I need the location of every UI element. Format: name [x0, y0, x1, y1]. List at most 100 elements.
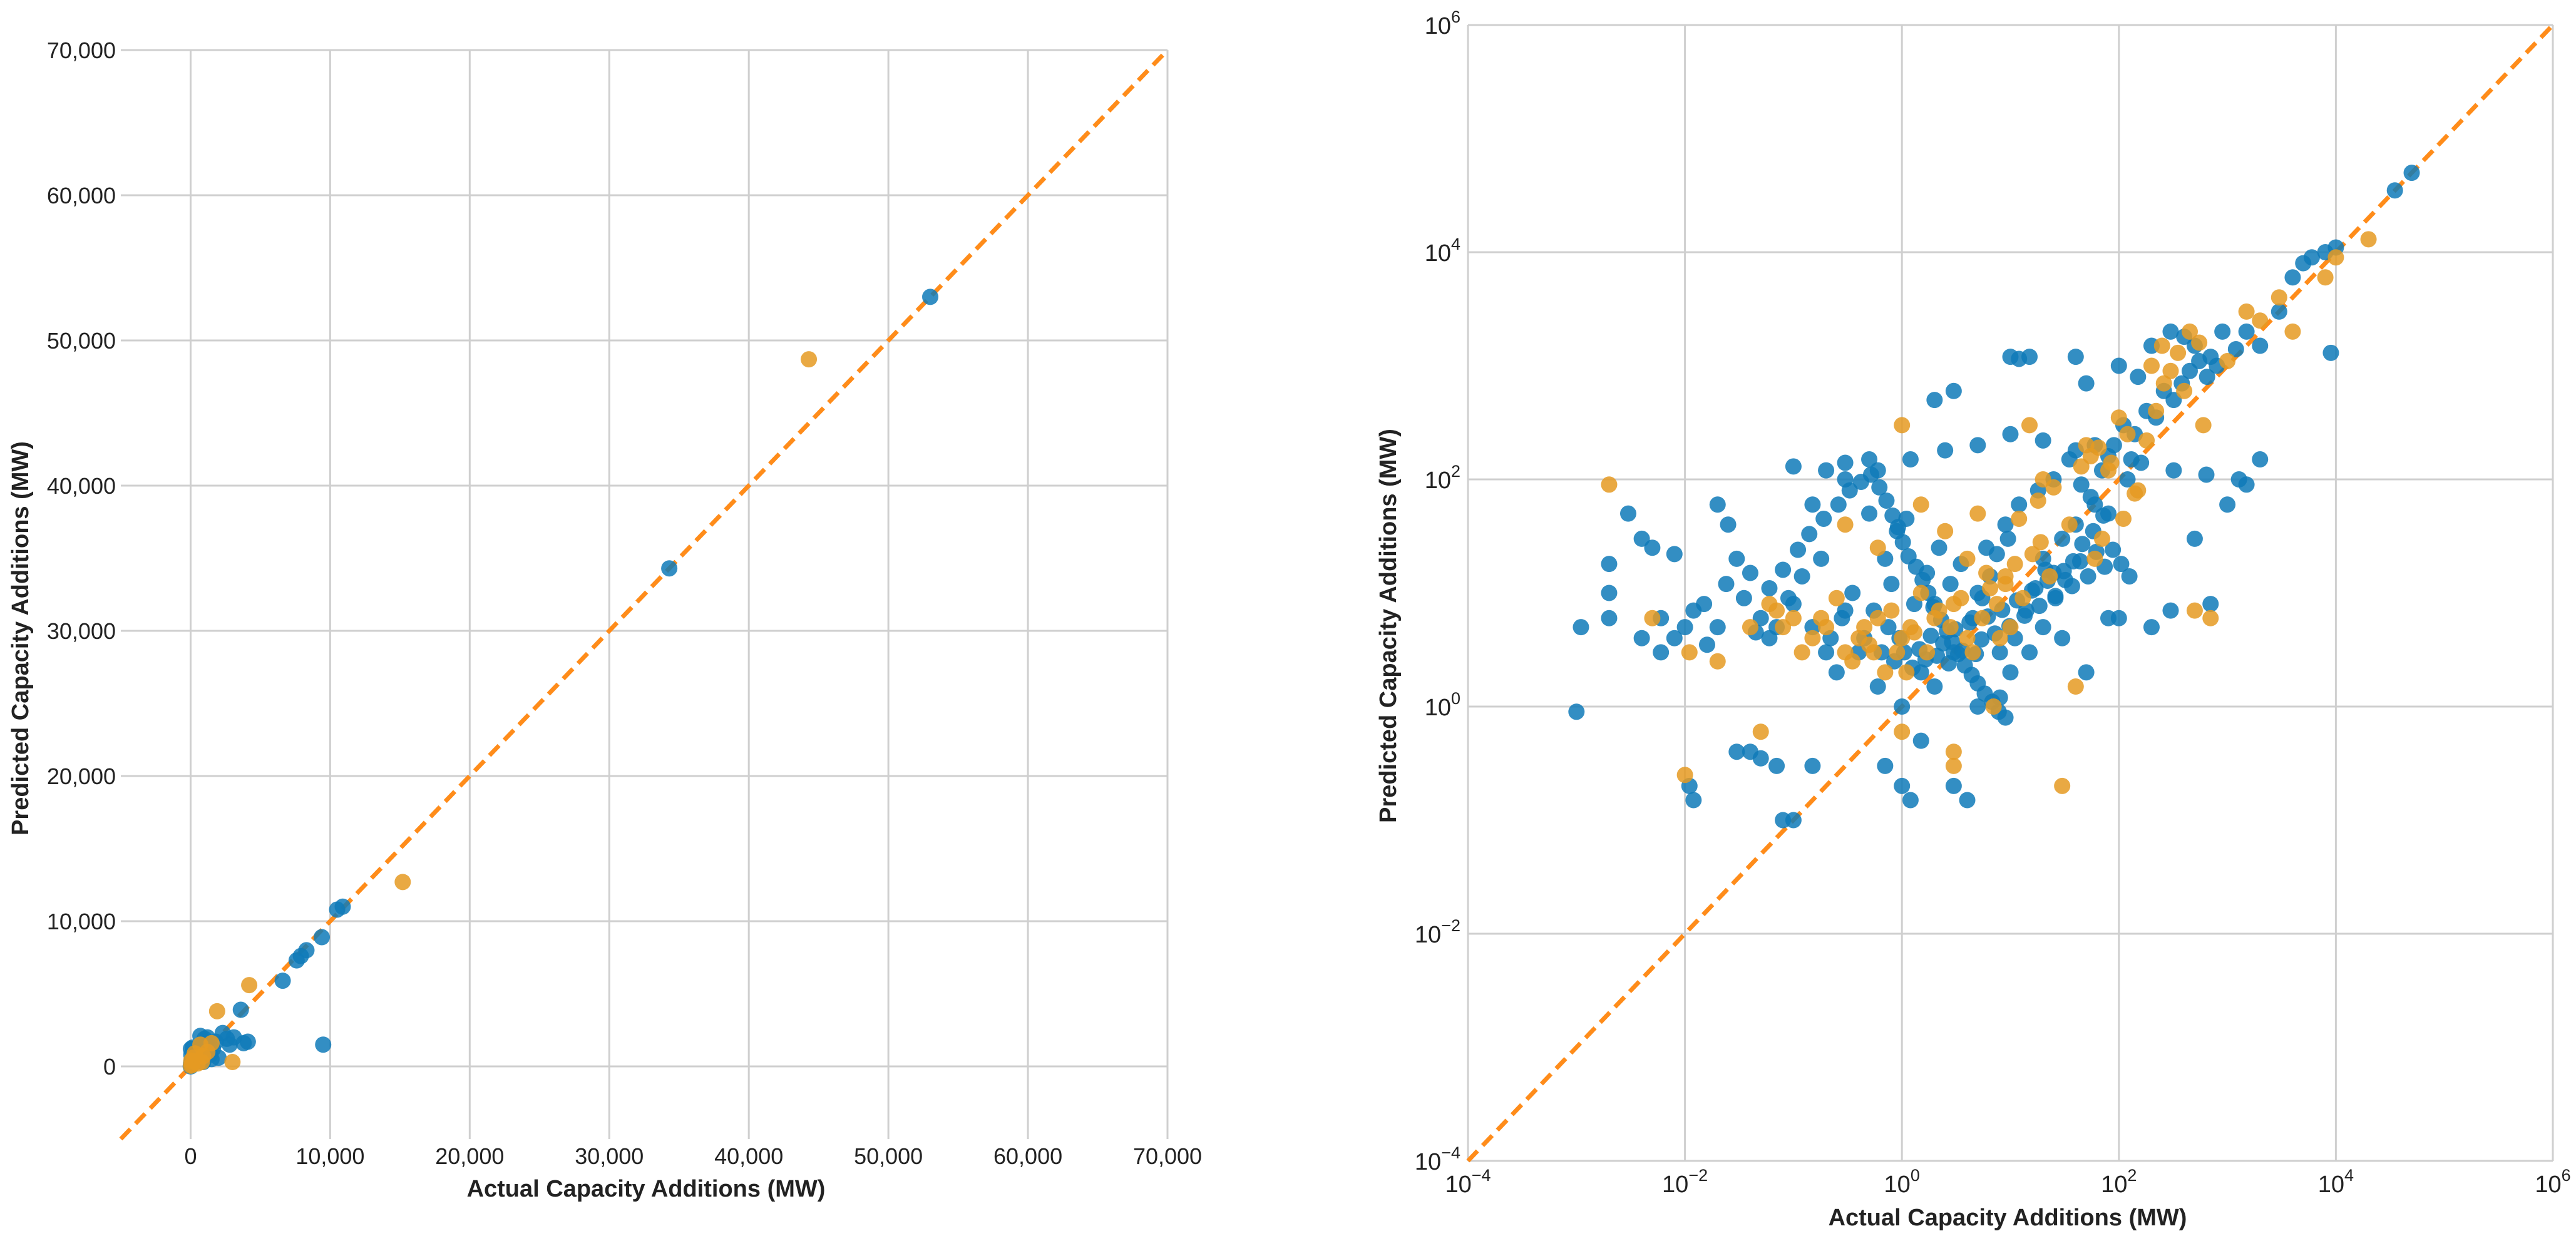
train-point [2016, 607, 2033, 624]
train-point [2214, 323, 2231, 340]
test-point [1894, 723, 1911, 740]
test-point [1988, 596, 2005, 613]
train-point [2054, 630, 2071, 646]
linear-scatter-chart: 0 10,000 20,000 30,000 40,000 50,000 60,000 70,… [8, 38, 1202, 1202]
linear-chart-points [182, 289, 939, 1075]
y-tick-label: 70,000 [47, 38, 116, 63]
test-point [1813, 610, 1830, 626]
y-tick-label: 10−2 [1415, 916, 1460, 948]
y-tick-label: 100 [1425, 689, 1460, 721]
train-point [2072, 553, 2089, 569]
test-point [1978, 564, 1995, 581]
train-point [1931, 539, 1947, 556]
train-point [2021, 644, 2038, 661]
train-point [2199, 369, 2215, 386]
test-point [2006, 556, 2023, 573]
train-point [1997, 516, 2014, 533]
y-tick-label: 104 [1425, 235, 1460, 267]
train-point [1666, 546, 1683, 563]
train-point [2095, 507, 2112, 524]
train-point [2100, 610, 2117, 626]
test-point [2327, 249, 2344, 266]
train-point [1878, 492, 1895, 509]
test-point [1912, 496, 1929, 513]
test-point [1752, 723, 1769, 740]
test-point [1828, 590, 1845, 606]
test-point [1883, 602, 1900, 619]
x-tick-label: 20,000 [435, 1143, 504, 1169]
y-tick-label: 40,000 [47, 473, 116, 499]
train-point [1961, 614, 1978, 631]
train-point [1676, 619, 1693, 636]
train-point [288, 952, 305, 969]
train-point [922, 289, 939, 305]
test-point [2067, 678, 2084, 695]
x-tick-label: 106 [2535, 1166, 2570, 1198]
x-tick-label: 0 [184, 1143, 197, 1169]
log-chart-reference-line [1466, 23, 2555, 1163]
test-point [1676, 767, 1693, 784]
test-point [2029, 492, 2046, 509]
train-point [1894, 534, 1911, 551]
train-point [2386, 182, 2403, 199]
linear-chart-y-axis-label: Predicted Capacity Additions (MW) [8, 441, 34, 835]
train-point [2202, 596, 2219, 613]
train-point [1709, 619, 1726, 636]
log-chart-points [1568, 165, 2420, 829]
train-point [1883, 576, 1900, 593]
train-point [1969, 698, 1986, 715]
y-tick-label: 30,000 [47, 618, 116, 644]
train-point [1926, 392, 1943, 409]
test-point [1937, 523, 1954, 539]
train-point [2078, 664, 2095, 681]
train-point [1991, 644, 2008, 661]
test-point [1964, 644, 1981, 661]
log-chart-x-axis-label: Actual Capacity Additions (MW) [1829, 1205, 2187, 1231]
test-point [2021, 417, 2038, 434]
x-tick-label: 100 [1884, 1166, 1920, 1198]
train-point [2238, 323, 2255, 340]
test-point [2202, 610, 2219, 626]
train-point [1790, 541, 1807, 558]
test-point [2153, 337, 2170, 354]
train-point [1902, 451, 1919, 468]
train-point [1969, 437, 1986, 454]
test-point [2191, 334, 2208, 351]
test-point [1959, 630, 1976, 646]
test-point [2054, 777, 2071, 794]
train-point [314, 929, 331, 946]
test-point [2176, 382, 2193, 399]
x-tick-label: 10−4 [1445, 1166, 1491, 1198]
train-point [1601, 556, 1618, 573]
train-point [2284, 269, 2301, 286]
train-point [1619, 505, 1636, 522]
train-point [1844, 585, 1861, 601]
train-point [1837, 471, 1854, 488]
train-point [1894, 777, 1911, 794]
train-point [2230, 471, 2247, 488]
train-point [1761, 580, 1778, 596]
train-point [1894, 698, 1911, 715]
train-point [2133, 454, 2150, 471]
train-point [1942, 576, 1959, 593]
test-point [1919, 644, 1936, 661]
train-point [2303, 249, 2320, 266]
train-point [2080, 568, 2096, 585]
train-point [2219, 496, 2236, 513]
test-point [1959, 550, 1976, 567]
test-point [1681, 644, 1698, 661]
train-point [1999, 530, 2016, 547]
train-point [2031, 598, 2048, 615]
train-point [2035, 432, 2051, 449]
y-tick-label: 106 [1425, 8, 1460, 39]
test-point [2238, 303, 2255, 320]
test-point [1906, 624, 1922, 641]
train-point [1685, 602, 1702, 619]
test-point [1982, 580, 1999, 596]
train-point [1997, 709, 2014, 726]
test-point [1931, 602, 1947, 619]
y-tick-label: 102 [1425, 462, 1460, 494]
log-chart-grid [1467, 24, 2554, 1162]
train-point [1988, 546, 2005, 563]
test-point [1991, 630, 2008, 646]
